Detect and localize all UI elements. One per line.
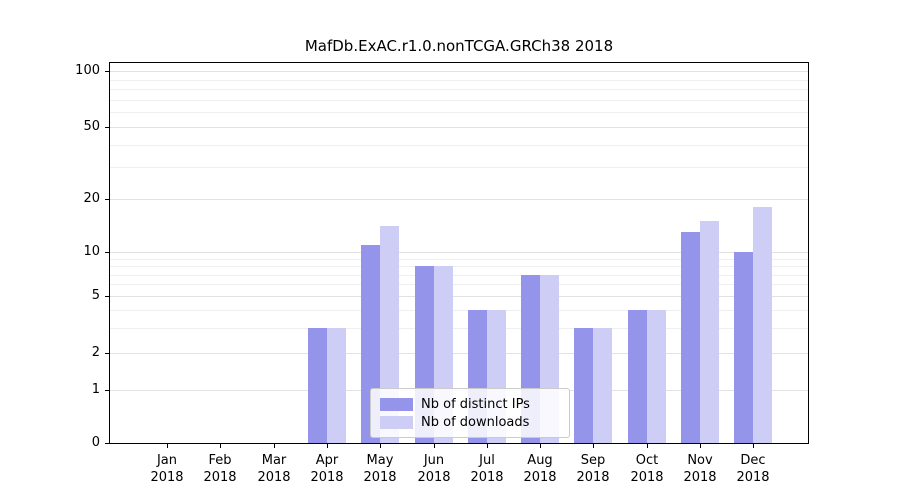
x-tick-label: Feb 2018 bbox=[203, 453, 237, 485]
x-tick-label: Oct 2018 bbox=[630, 453, 664, 485]
gridline bbox=[110, 145, 808, 146]
y-tick-mark bbox=[105, 353, 109, 354]
gridline bbox=[110, 127, 808, 128]
x-tick-mark bbox=[540, 444, 541, 448]
gridline bbox=[110, 275, 808, 276]
bar-nb-of-distinct-ips-9 bbox=[628, 310, 647, 443]
x-tick-mark bbox=[487, 444, 488, 448]
gridline bbox=[110, 310, 808, 311]
gridline bbox=[110, 112, 808, 113]
plot-area: Nb of distinct IPs Nb of downloads bbox=[110, 62, 808, 443]
x-tick-label: Jun 2018 bbox=[417, 453, 451, 485]
bar-nb-of-downloads-3 bbox=[327, 328, 346, 443]
bar-nb-of-distinct-ips-3 bbox=[308, 328, 327, 443]
bar-nb-of-downloads-10 bbox=[700, 221, 719, 443]
legend-label-distinct-ips: Nb of distinct IPs bbox=[421, 396, 530, 412]
gridline bbox=[110, 296, 808, 297]
y-tick-label: 10 bbox=[83, 244, 100, 259]
bar-nb-of-distinct-ips-8 bbox=[574, 328, 593, 443]
x-tick-label: Jan 2018 bbox=[150, 453, 184, 485]
y-tick-mark bbox=[105, 71, 109, 72]
x-tick-label: Aug 2018 bbox=[523, 453, 557, 485]
y-tick-mark bbox=[105, 127, 109, 128]
x-tick-label: Dec 2018 bbox=[736, 453, 770, 485]
gridline bbox=[110, 353, 808, 354]
bar-nb-of-downloads-9 bbox=[647, 310, 666, 443]
x-tick-label: Apr 2018 bbox=[310, 453, 344, 485]
y-tick-label: 2 bbox=[91, 345, 100, 360]
x-tick-mark bbox=[380, 444, 381, 448]
gridline bbox=[110, 259, 808, 260]
gridline bbox=[110, 284, 808, 285]
gridline bbox=[110, 199, 808, 200]
gridline bbox=[110, 328, 808, 329]
x-tick-mark bbox=[220, 444, 221, 448]
y-tick-mark bbox=[105, 199, 109, 200]
legend: Nb of distinct IPs Nb of downloads bbox=[370, 388, 570, 438]
bar-nb-of-distinct-ips-11 bbox=[734, 252, 753, 443]
y-tick-mark bbox=[105, 296, 109, 297]
y-tick-mark bbox=[105, 443, 109, 444]
bar-nb-of-distinct-ips-10 bbox=[681, 232, 700, 443]
legend-swatch-downloads bbox=[380, 415, 413, 429]
legend-swatch-distinct-ips bbox=[380, 397, 413, 411]
x-tick-mark bbox=[167, 444, 168, 448]
gridline bbox=[110, 167, 808, 168]
top-spine bbox=[109, 62, 809, 63]
x-tick-mark bbox=[274, 444, 275, 448]
bar-nb-of-downloads-11 bbox=[753, 207, 772, 443]
x-tick-label: Jul 2018 bbox=[470, 453, 504, 485]
x-tick-label: Nov 2018 bbox=[683, 453, 717, 485]
y-tick-label: 5 bbox=[91, 288, 100, 303]
gridline bbox=[110, 100, 808, 101]
x-tick-mark bbox=[593, 444, 594, 448]
y-tick-label: 0 bbox=[91, 435, 100, 450]
x-tick-label: Mar 2018 bbox=[257, 453, 291, 485]
bar-nb-of-downloads-8 bbox=[593, 328, 612, 443]
legend-item-distinct-ips: Nb of distinct IPs bbox=[380, 397, 569, 412]
x-tick-mark bbox=[327, 444, 328, 448]
y-tick-mark bbox=[105, 390, 109, 391]
x-tick-label: May 2018 bbox=[363, 453, 397, 485]
y-tick-label: 50 bbox=[83, 119, 100, 134]
legend-label-downloads: Nb of downloads bbox=[421, 414, 530, 430]
x-axis-line bbox=[109, 443, 809, 444]
y-axis-line bbox=[109, 62, 110, 444]
x-tick-mark bbox=[434, 444, 435, 448]
gridline bbox=[110, 266, 808, 267]
gridline bbox=[110, 80, 808, 81]
right-spine bbox=[808, 62, 809, 444]
legend-item-downloads: Nb of downloads bbox=[380, 415, 569, 430]
x-tick-label: Sep 2018 bbox=[576, 453, 610, 485]
gridline bbox=[110, 89, 808, 90]
x-tick-mark bbox=[700, 444, 701, 448]
chart-title: MafDb.ExAC.r1.0.nonTCGA.GRCh38 2018 bbox=[304, 37, 614, 55]
y-tick-label: 1 bbox=[91, 382, 100, 397]
y-tick-label: 20 bbox=[83, 191, 100, 206]
gridline bbox=[110, 252, 808, 253]
y-tick-label: 100 bbox=[75, 63, 100, 78]
x-tick-mark bbox=[753, 444, 754, 448]
gridline bbox=[110, 71, 808, 72]
x-tick-mark bbox=[647, 444, 648, 448]
y-tick-mark bbox=[105, 252, 109, 253]
